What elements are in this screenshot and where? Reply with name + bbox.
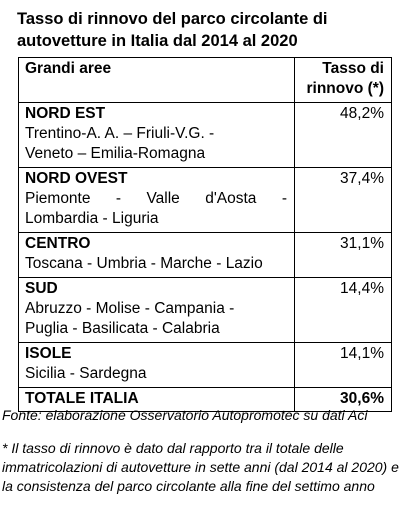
area-regions: Puglia - Basilicata - Calabria	[25, 320, 220, 337]
area-cell: CENTRO Toscana - Umbria - Marche - Lazio	[18, 232, 295, 278]
area-cell: NORD EST Trentino-A. A. – Friuli-V.G. - …	[18, 102, 295, 168]
area-regions: Abruzzo - Molise - Campania -	[25, 300, 235, 317]
table-row: NORD OVEST Piemonte - Valle d'Aosta - Lo…	[18, 167, 392, 233]
table-header-row: Grandi aree Tasso di rinnovo (*)	[18, 57, 392, 103]
area-name: NORD OVEST	[25, 170, 128, 187]
header-rate: Tasso di rinnovo (*)	[294, 57, 392, 103]
header-area: Grandi aree	[18, 57, 295, 103]
table-row: ISOLE Sicilia - Sardegna 14,1%	[18, 342, 392, 388]
rate-cell: 14,4%	[294, 277, 392, 343]
rate-cell: 14,1%	[294, 342, 392, 388]
area-regions: Sicilia - Sardegna	[25, 365, 147, 382]
total-rate: 30,6%	[294, 387, 392, 412]
area-name: SUD	[25, 280, 58, 297]
area-regions: Veneto – Emilia-Romagna	[25, 145, 206, 162]
area-regions: Lombardia - Liguria	[25, 210, 159, 227]
area-name: NORD EST	[25, 105, 106, 122]
area-regions: Toscana - Umbria - Marche - Lazio	[25, 255, 263, 272]
footnote: * Il tasso di rinnovo è dato dal rapport…	[2, 440, 399, 494]
area-name: ISOLE	[25, 345, 72, 362]
area-cell: SUD Abruzzo - Molise - Campania - Puglia…	[18, 277, 295, 343]
document-title: Tasso di rinnovo del parco circolante di…	[17, 10, 328, 50]
table-row: CENTRO Toscana - Umbria - Marche - Lazio…	[18, 232, 392, 278]
total-label: TOTALE ITALIA	[18, 387, 295, 412]
rate-cell: 37,4%	[294, 167, 392, 233]
header-rate-line2: rinnovo (*)	[306, 80, 385, 97]
source-note: Fonte: elaborazione Osservatorio Autopro…	[2, 407, 368, 423]
header-rate-line1: Tasso di	[322, 60, 384, 77]
area-regions: Piemonte - Valle d'Aosta -	[25, 190, 287, 207]
total-row: TOTALE ITALIA 30,6%	[18, 387, 392, 412]
rate-cell: 31,1%	[294, 232, 392, 278]
area-cell: NORD OVEST Piemonte - Valle d'Aosta - Lo…	[18, 167, 295, 233]
area-name: CENTRO	[25, 235, 91, 252]
rate-cell: 48,2%	[294, 102, 392, 168]
table-row: SUD Abruzzo - Molise - Campania - Puglia…	[18, 277, 392, 343]
renewal-rate-table: Grandi aree Tasso di rinnovo (*) NORD ES…	[18, 57, 392, 412]
area-cell: ISOLE Sicilia - Sardegna	[18, 342, 295, 388]
table-row: NORD EST Trentino-A. A. – Friuli-V.G. - …	[18, 102, 392, 168]
area-regions: Trentino-A. A. – Friuli-V.G. -	[25, 125, 215, 142]
